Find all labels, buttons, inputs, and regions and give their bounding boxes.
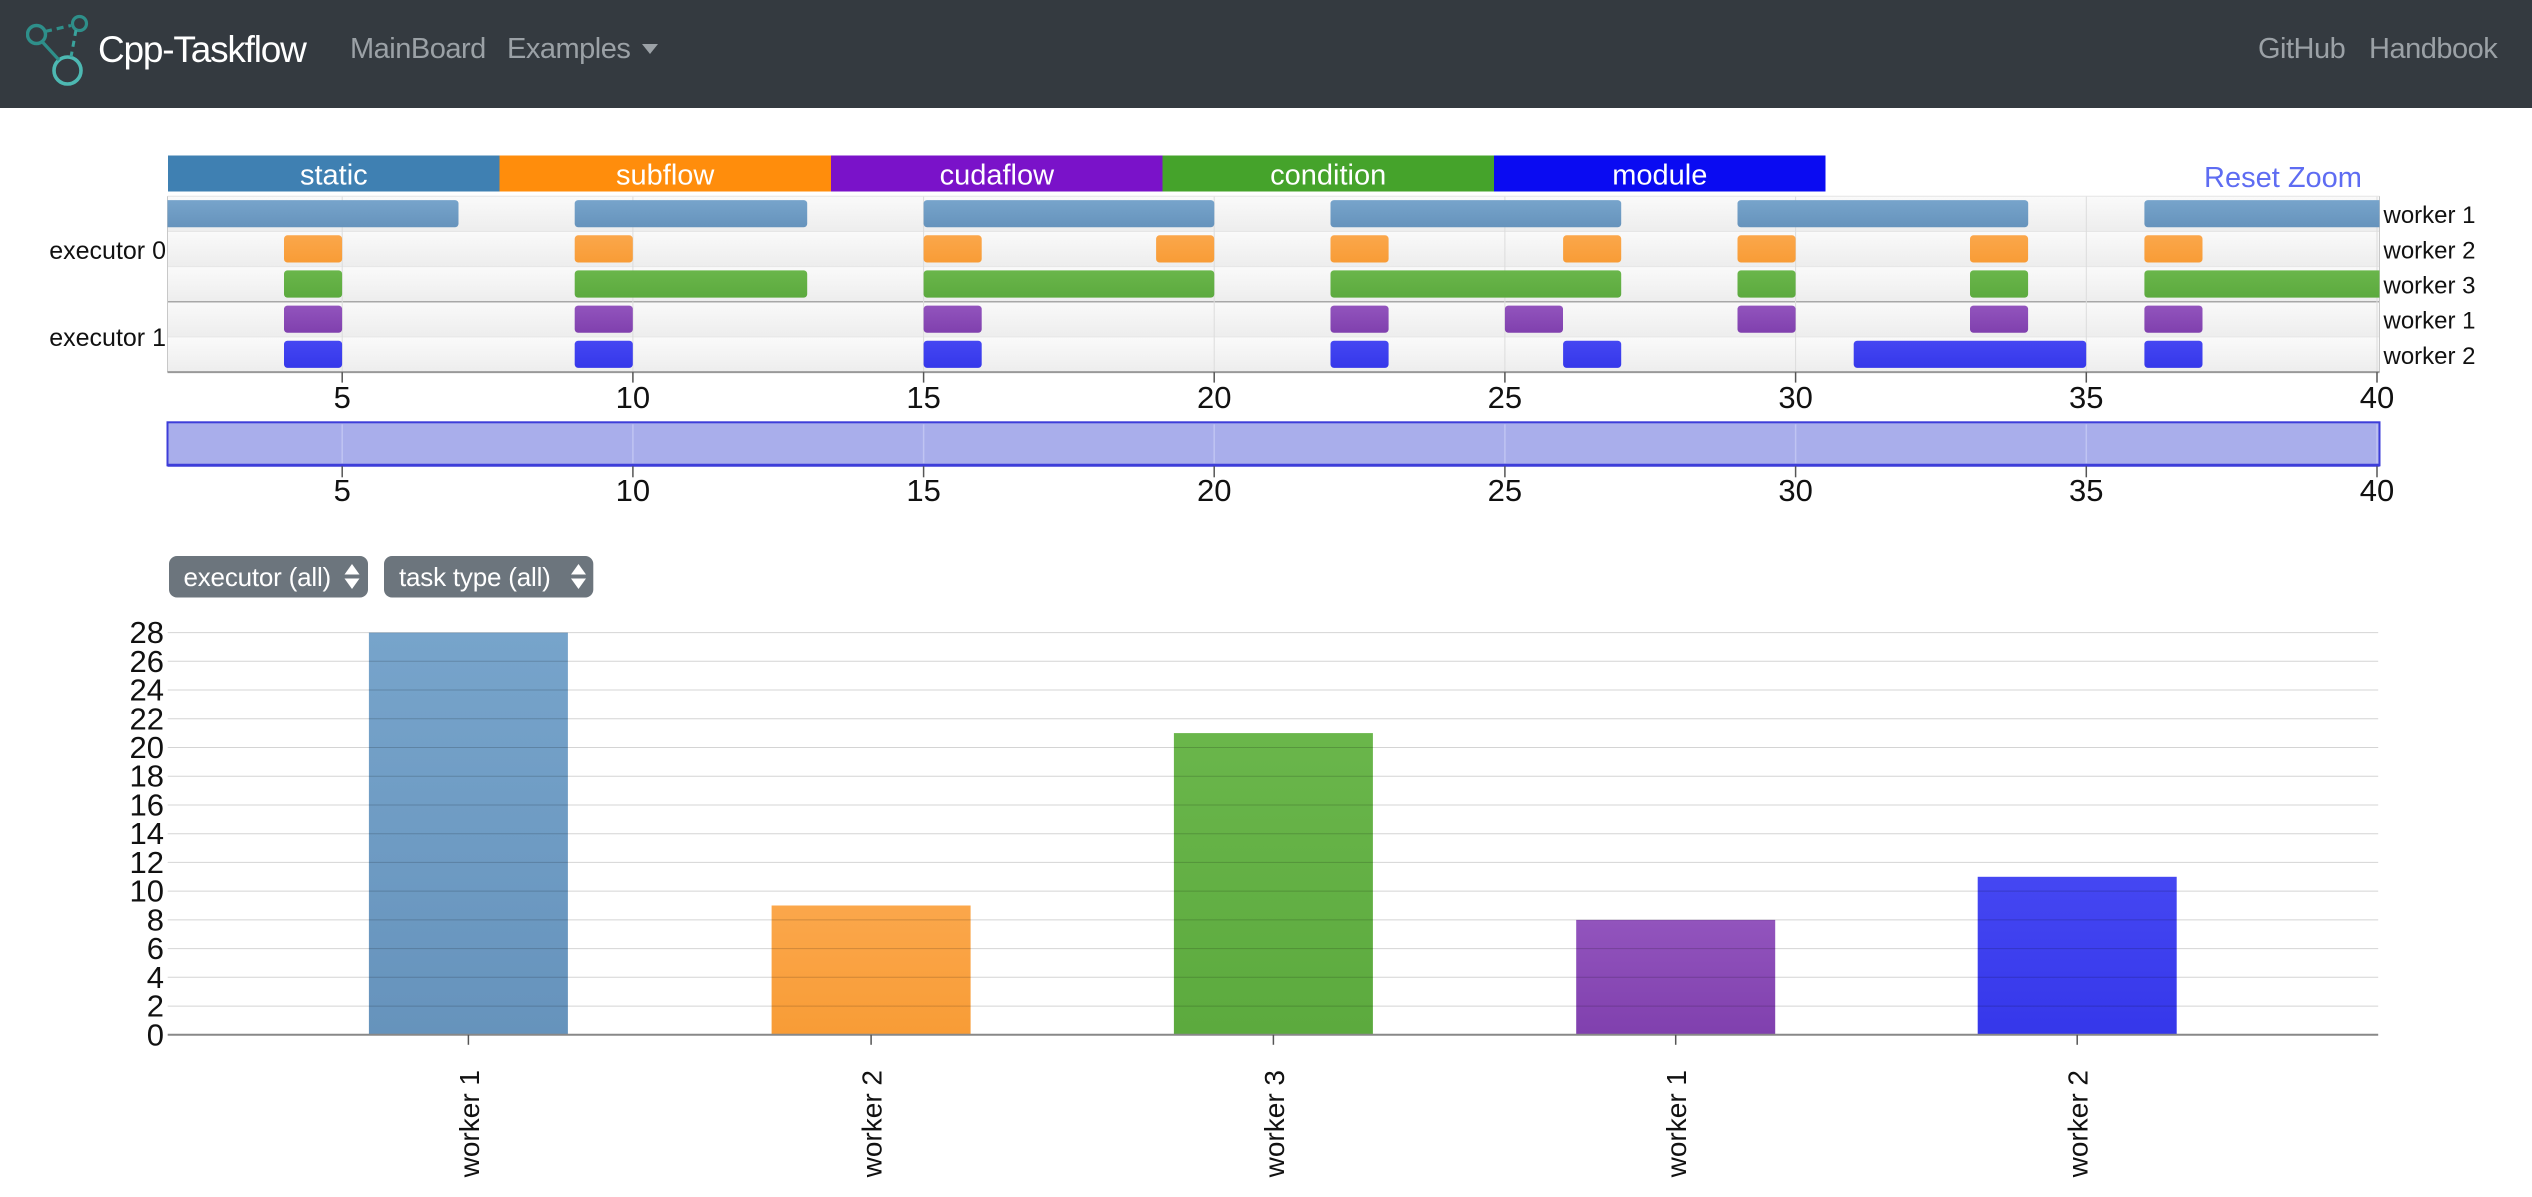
svg-text:worker 1: worker 1	[2383, 202, 2476, 229]
svg-text:Reset Zoom: Reset Zoom	[2204, 162, 2362, 194]
svg-text:cudaflow: cudaflow	[940, 160, 1056, 192]
svg-text:25: 25	[1488, 380, 1522, 415]
svg-text:10: 10	[130, 874, 164, 909]
svg-text:14: 14	[130, 816, 164, 851]
svg-text:worker 2: worker 2	[2383, 237, 2476, 264]
svg-text:worker 2: worker 2	[2063, 1070, 2094, 1178]
svg-text:4: 4	[147, 960, 164, 995]
svg-text:worker 1: worker 1	[2383, 308, 2476, 335]
svg-text:worker 1: worker 1	[454, 1070, 485, 1178]
svg-text:40: 40	[2360, 380, 2394, 415]
svg-text:worker 3: worker 3	[2383, 273, 2476, 300]
svg-text:8: 8	[147, 902, 164, 937]
svg-text:22: 22	[130, 701, 164, 736]
svg-text:6: 6	[147, 931, 164, 966]
svg-text:executor 1: executor 1	[49, 324, 166, 352]
svg-text:executor 0: executor 0	[49, 237, 166, 265]
svg-text:30: 30	[1778, 380, 1812, 415]
svg-text:worker 2: worker 2	[857, 1070, 888, 1178]
svg-text:35: 35	[2069, 380, 2103, 415]
svg-text:worker 3: worker 3	[1259, 1070, 1290, 1178]
svg-text:25: 25	[1488, 473, 1522, 508]
svg-text:26: 26	[130, 644, 164, 679]
svg-text:task type (all): task type (all)	[399, 562, 551, 592]
svg-text:condition: condition	[1270, 160, 1386, 192]
svg-text:static: static	[300, 160, 368, 192]
svg-text:2: 2	[147, 989, 164, 1024]
svg-text:20: 20	[1197, 473, 1231, 508]
svg-text:10: 10	[616, 473, 650, 508]
svg-text:16: 16	[130, 788, 164, 823]
svg-text:20: 20	[130, 730, 164, 765]
svg-text:executor (all): executor (all)	[184, 562, 331, 592]
svg-text:20: 20	[1197, 380, 1231, 415]
svg-text:5: 5	[334, 380, 351, 415]
svg-text:15: 15	[906, 380, 940, 415]
svg-text:10: 10	[616, 380, 650, 415]
svg-text:35: 35	[2069, 473, 2103, 508]
svg-text:0: 0	[147, 1017, 164, 1052]
svg-text:18: 18	[130, 759, 164, 794]
svg-text:module: module	[1612, 160, 1707, 192]
svg-text:40: 40	[2360, 473, 2394, 508]
svg-text:worker 2: worker 2	[2383, 343, 2476, 370]
svg-text:worker 1: worker 1	[1661, 1070, 1692, 1178]
svg-text:28: 28	[130, 615, 164, 650]
svg-text:24: 24	[130, 673, 164, 708]
svg-text:subflow: subflow	[616, 160, 715, 192]
svg-text:12: 12	[130, 845, 164, 880]
svg-text:15: 15	[906, 473, 940, 508]
svg-text:30: 30	[1778, 473, 1812, 508]
svg-text:5: 5	[334, 473, 351, 508]
